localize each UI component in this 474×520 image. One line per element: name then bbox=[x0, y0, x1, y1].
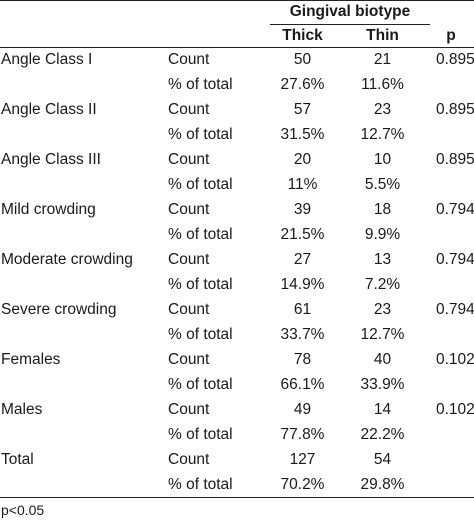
thin-pct: 12.7% bbox=[360, 326, 405, 343]
row-label: Angle Class II bbox=[1, 101, 97, 118]
row-label: Angle Class I bbox=[1, 51, 93, 68]
count-label: Count bbox=[168, 301, 210, 318]
thick-pct: 70.2% bbox=[280, 476, 325, 493]
pct-label: % of total bbox=[168, 426, 233, 443]
thin-pct: 22.2% bbox=[360, 426, 405, 443]
header-thin: Thin bbox=[366, 27, 399, 44]
thick-pct: 14.9% bbox=[280, 276, 325, 293]
thick-count: 57 bbox=[293, 101, 312, 118]
row-label: Mild crowding bbox=[1, 201, 96, 218]
count-label: Count bbox=[168, 251, 210, 268]
thin-pct: 11.6% bbox=[361, 76, 404, 93]
thick-pct: 27.6% bbox=[280, 76, 325, 93]
row-label: Females bbox=[1, 351, 61, 368]
thin-pct: 12.7% bbox=[360, 126, 405, 143]
p-value: 0.895 bbox=[436, 101, 474, 118]
table-bottom-rule bbox=[0, 497, 474, 498]
pct-label: % of total bbox=[168, 276, 233, 293]
header-p: p bbox=[446, 27, 456, 44]
row-label: Moderate crowding bbox=[1, 251, 133, 268]
thick-pct: 77.8% bbox=[280, 426, 325, 443]
row-label: Severe crowding bbox=[1, 301, 117, 318]
row-label: Males bbox=[1, 401, 43, 418]
p-value: 0.794 bbox=[436, 251, 474, 268]
thin-count: 54 bbox=[373, 451, 392, 468]
thin-pct: 33.9% bbox=[360, 376, 405, 393]
pct-label: % of total bbox=[168, 76, 233, 93]
thick-pct: 66.1% bbox=[280, 376, 325, 393]
thin-count: 13 bbox=[373, 251, 392, 268]
header-group-label: Gingival biotype bbox=[289, 3, 411, 20]
thick-pct: 11% bbox=[287, 176, 318, 193]
thin-count: 18 bbox=[373, 201, 392, 218]
pct-label: % of total bbox=[168, 126, 233, 143]
thick-count: 127 bbox=[289, 451, 316, 468]
thin-count: 21 bbox=[373, 51, 392, 68]
count-label: Count bbox=[168, 151, 210, 168]
pct-label: % of total bbox=[168, 476, 233, 493]
top-rule bbox=[0, 0, 474, 1]
thin-pct: 29.8% bbox=[360, 476, 405, 493]
thin-pct: 9.9% bbox=[364, 226, 401, 243]
count-label: Count bbox=[168, 401, 210, 418]
pct-label: % of total bbox=[168, 226, 233, 243]
p-value: 0.794 bbox=[436, 301, 474, 318]
p-value: 0.794 bbox=[436, 201, 474, 218]
thin-count: 23 bbox=[373, 101, 392, 118]
thin-count: 10 bbox=[373, 151, 392, 168]
thin-count: 14 bbox=[373, 401, 392, 418]
footnote: p<0.05 bbox=[1, 502, 45, 518]
thick-count: 49 bbox=[293, 401, 312, 418]
header-group-underline bbox=[270, 24, 430, 25]
row-label: Angle Class III bbox=[1, 151, 101, 168]
thin-pct: 7.2% bbox=[364, 276, 401, 293]
header-bottom-rule bbox=[0, 47, 474, 48]
thin-count: 40 bbox=[373, 351, 392, 368]
thick-pct: 33.7% bbox=[280, 326, 325, 343]
thick-count: 39 bbox=[293, 201, 312, 218]
count-label: Count bbox=[168, 351, 210, 368]
thick-count: 78 bbox=[293, 351, 312, 368]
pct-label: % of total bbox=[168, 326, 233, 343]
thick-count: 50 bbox=[293, 51, 312, 68]
thick-count: 27 bbox=[293, 251, 312, 268]
p-value: 0.895 bbox=[436, 51, 474, 68]
thin-count: 23 bbox=[373, 301, 392, 318]
thick-pct: 21.5% bbox=[280, 226, 325, 243]
count-label: Count bbox=[168, 451, 210, 468]
pct-label: % of total bbox=[168, 176, 233, 193]
p-value: 0.102 bbox=[436, 351, 474, 368]
thin-pct: 5.5% bbox=[364, 176, 401, 193]
p-value: 0.102 bbox=[436, 401, 474, 418]
count-label: Count bbox=[168, 101, 210, 118]
row-label: Total bbox=[1, 451, 34, 468]
header-thick: Thick bbox=[282, 27, 323, 44]
count-label: Count bbox=[168, 51, 210, 68]
thick-count: 61 bbox=[293, 301, 312, 318]
count-label: Count bbox=[168, 201, 210, 218]
p-value: 0.895 bbox=[436, 151, 474, 168]
pct-label: % of total bbox=[168, 376, 233, 393]
thick-pct: 31.5% bbox=[280, 126, 325, 143]
thick-count: 20 bbox=[293, 151, 312, 168]
